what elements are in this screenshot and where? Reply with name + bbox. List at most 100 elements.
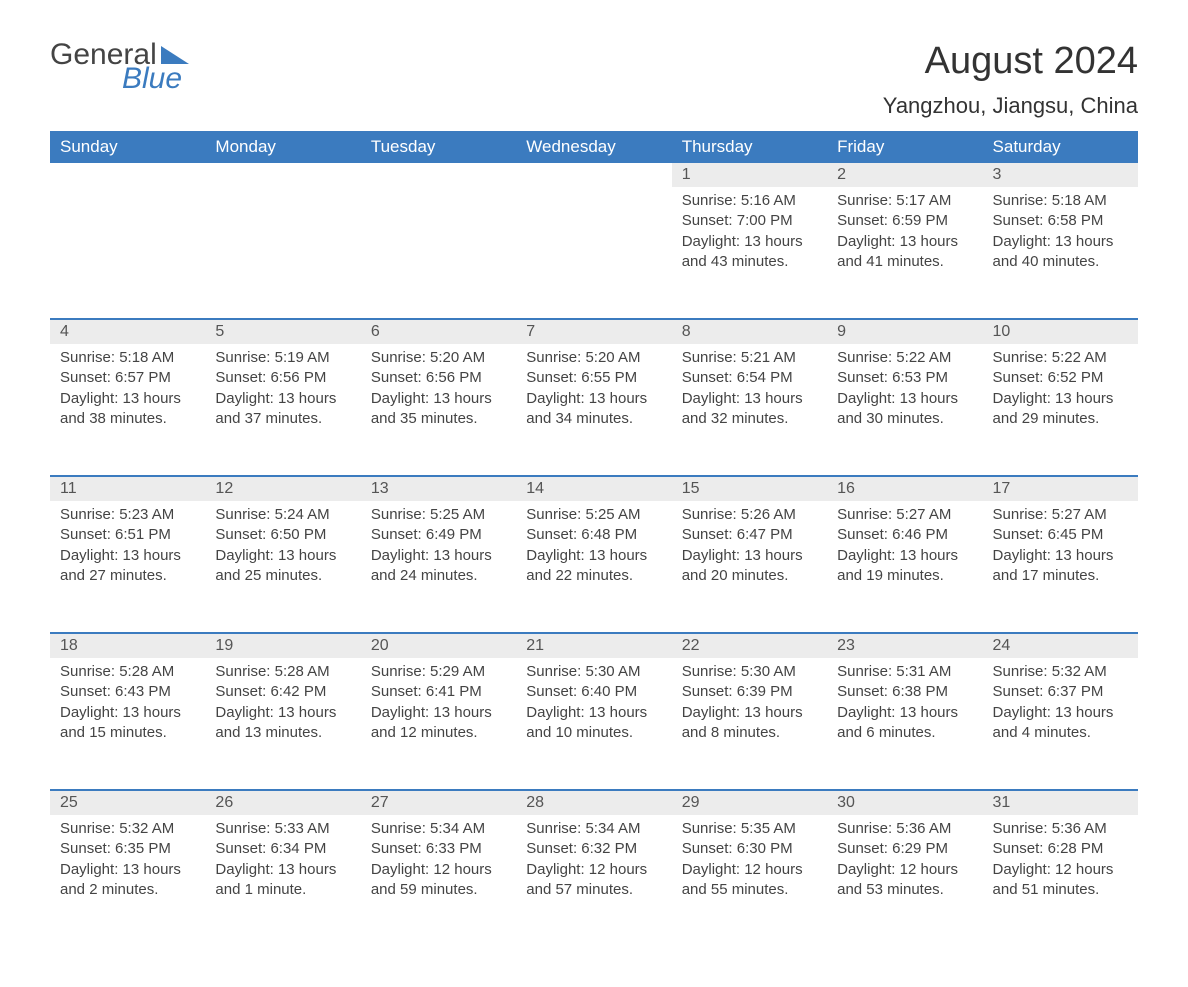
day-content-cell: Sunrise: 5:25 AMSunset: 6:48 PMDaylight:… bbox=[516, 501, 671, 633]
day-line: Sunrise: 5:17 AM bbox=[837, 191, 972, 211]
day-line: Sunrise: 5:27 AM bbox=[837, 505, 972, 525]
day-content-cell: Sunrise: 5:19 AMSunset: 6:56 PMDaylight:… bbox=[205, 344, 360, 476]
day-number-cell: 14 bbox=[516, 476, 671, 501]
day-line: Daylight: 13 hours and 19 minutes. bbox=[837, 546, 972, 587]
day-line: Sunset: 6:32 PM bbox=[526, 839, 661, 859]
day-line: Sunset: 6:42 PM bbox=[215, 682, 350, 702]
day-line: Sunset: 6:48 PM bbox=[526, 525, 661, 545]
day-line: Sunrise: 5:29 AM bbox=[371, 662, 506, 682]
day-line: Daylight: 13 hours and 24 minutes. bbox=[371, 546, 506, 587]
day-line: Sunrise: 5:22 AM bbox=[837, 348, 972, 368]
day-line: Sunset: 6:52 PM bbox=[993, 368, 1128, 388]
day-number-cell: 15 bbox=[672, 476, 827, 501]
day-line: Daylight: 12 hours and 55 minutes. bbox=[682, 860, 817, 901]
day-line: Daylight: 13 hours and 6 minutes. bbox=[837, 703, 972, 744]
day-line: Daylight: 12 hours and 59 minutes. bbox=[371, 860, 506, 901]
day-line: Daylight: 13 hours and 17 minutes. bbox=[993, 546, 1128, 587]
day-number-cell: 24 bbox=[983, 633, 1138, 658]
day-number-cell: 2 bbox=[827, 163, 982, 187]
day-line: Sunset: 6:56 PM bbox=[215, 368, 350, 388]
day-line: Sunset: 6:38 PM bbox=[837, 682, 972, 702]
day-content-cell: Sunrise: 5:36 AMSunset: 6:28 PMDaylight:… bbox=[983, 815, 1138, 947]
weekday-header: Saturday bbox=[983, 131, 1138, 163]
day-content-cell: Sunrise: 5:20 AMSunset: 6:56 PMDaylight:… bbox=[361, 344, 516, 476]
day-number-cell: 6 bbox=[361, 319, 516, 344]
day-line: Sunrise: 5:35 AM bbox=[682, 819, 817, 839]
day-content-cell: Sunrise: 5:31 AMSunset: 6:38 PMDaylight:… bbox=[827, 658, 982, 790]
day-line: Sunrise: 5:36 AM bbox=[993, 819, 1128, 839]
day-line: Sunset: 6:46 PM bbox=[837, 525, 972, 545]
day-line: Sunset: 6:33 PM bbox=[371, 839, 506, 859]
weekday-header: Monday bbox=[205, 131, 360, 163]
day-line: Sunset: 6:49 PM bbox=[371, 525, 506, 545]
day-number-cell: 18 bbox=[50, 633, 205, 658]
day-content-cell: Sunrise: 5:32 AMSunset: 6:35 PMDaylight:… bbox=[50, 815, 205, 947]
day-content-cell: Sunrise: 5:30 AMSunset: 6:39 PMDaylight:… bbox=[672, 658, 827, 790]
day-content-cell bbox=[516, 187, 671, 319]
day-line: Sunrise: 5:16 AM bbox=[682, 191, 817, 211]
day-line: Sunset: 7:00 PM bbox=[682, 211, 817, 231]
day-line: Sunrise: 5:23 AM bbox=[60, 505, 195, 525]
day-line: Sunrise: 5:34 AM bbox=[371, 819, 506, 839]
day-number-cell bbox=[516, 163, 671, 187]
day-line: Daylight: 13 hours and 27 minutes. bbox=[60, 546, 195, 587]
day-content-cell bbox=[205, 187, 360, 319]
day-line: Sunset: 6:34 PM bbox=[215, 839, 350, 859]
day-number-cell: 17 bbox=[983, 476, 1138, 501]
logo-text-blue: Blue bbox=[122, 64, 189, 94]
day-line: Daylight: 13 hours and 4 minutes. bbox=[993, 703, 1128, 744]
day-line: Sunset: 6:43 PM bbox=[60, 682, 195, 702]
day-line: Sunrise: 5:32 AM bbox=[993, 662, 1128, 682]
day-line: Sunset: 6:37 PM bbox=[993, 682, 1128, 702]
day-line: Daylight: 13 hours and 12 minutes. bbox=[371, 703, 506, 744]
day-content-cell: Sunrise: 5:27 AMSunset: 6:46 PMDaylight:… bbox=[827, 501, 982, 633]
day-number-cell: 31 bbox=[983, 790, 1138, 815]
weekday-header: Friday bbox=[827, 131, 982, 163]
day-line: Sunset: 6:55 PM bbox=[526, 368, 661, 388]
day-line: Sunset: 6:56 PM bbox=[371, 368, 506, 388]
day-number-cell: 21 bbox=[516, 633, 671, 658]
day-line: Daylight: 13 hours and 37 minutes. bbox=[215, 389, 350, 430]
logo: General Blue bbox=[50, 40, 189, 94]
title-block: August 2024 Yangzhou, Jiangsu, China bbox=[883, 40, 1138, 119]
day-content-cell: Sunrise: 5:36 AMSunset: 6:29 PMDaylight:… bbox=[827, 815, 982, 947]
day-line: Sunset: 6:28 PM bbox=[993, 839, 1128, 859]
day-number-cell: 13 bbox=[361, 476, 516, 501]
day-number-cell: 10 bbox=[983, 319, 1138, 344]
day-line: Sunrise: 5:33 AM bbox=[215, 819, 350, 839]
day-line: Daylight: 13 hours and 25 minutes. bbox=[215, 546, 350, 587]
day-line: Sunset: 6:41 PM bbox=[371, 682, 506, 702]
day-content-cell: Sunrise: 5:34 AMSunset: 6:32 PMDaylight:… bbox=[516, 815, 671, 947]
day-line: Sunset: 6:54 PM bbox=[682, 368, 817, 388]
day-line: Sunset: 6:53 PM bbox=[837, 368, 972, 388]
location: Yangzhou, Jiangsu, China bbox=[883, 93, 1138, 119]
day-number-cell: 20 bbox=[361, 633, 516, 658]
day-content-cell: Sunrise: 5:29 AMSunset: 6:41 PMDaylight:… bbox=[361, 658, 516, 790]
day-content-cell: Sunrise: 5:20 AMSunset: 6:55 PMDaylight:… bbox=[516, 344, 671, 476]
day-line: Sunrise: 5:19 AM bbox=[215, 348, 350, 368]
day-content-cell: Sunrise: 5:30 AMSunset: 6:40 PMDaylight:… bbox=[516, 658, 671, 790]
day-number-cell: 19 bbox=[205, 633, 360, 658]
day-line: Sunrise: 5:25 AM bbox=[371, 505, 506, 525]
day-line: Daylight: 13 hours and 35 minutes. bbox=[371, 389, 506, 430]
weekday-header-row: SundayMondayTuesdayWednesdayThursdayFrid… bbox=[50, 131, 1138, 163]
day-number-cell: 28 bbox=[516, 790, 671, 815]
day-number-cell: 26 bbox=[205, 790, 360, 815]
day-line: Sunrise: 5:27 AM bbox=[993, 505, 1128, 525]
day-content-cell: Sunrise: 5:26 AMSunset: 6:47 PMDaylight:… bbox=[672, 501, 827, 633]
day-number-cell: 7 bbox=[516, 319, 671, 344]
day-line: Sunrise: 5:26 AM bbox=[682, 505, 817, 525]
day-number-cell: 25 bbox=[50, 790, 205, 815]
day-line: Sunrise: 5:22 AM bbox=[993, 348, 1128, 368]
day-line: Daylight: 12 hours and 51 minutes. bbox=[993, 860, 1128, 901]
day-line: Daylight: 13 hours and 32 minutes. bbox=[682, 389, 817, 430]
day-number-cell bbox=[205, 163, 360, 187]
day-number-cell: 4 bbox=[50, 319, 205, 344]
day-content-cell: Sunrise: 5:34 AMSunset: 6:33 PMDaylight:… bbox=[361, 815, 516, 947]
page-header: General Blue August 2024 Yangzhou, Jiang… bbox=[50, 40, 1138, 119]
weekday-header: Thursday bbox=[672, 131, 827, 163]
day-line: Sunset: 6:57 PM bbox=[60, 368, 195, 388]
day-line: Sunset: 6:51 PM bbox=[60, 525, 195, 545]
day-number-cell: 30 bbox=[827, 790, 982, 815]
day-line: Sunrise: 5:28 AM bbox=[215, 662, 350, 682]
